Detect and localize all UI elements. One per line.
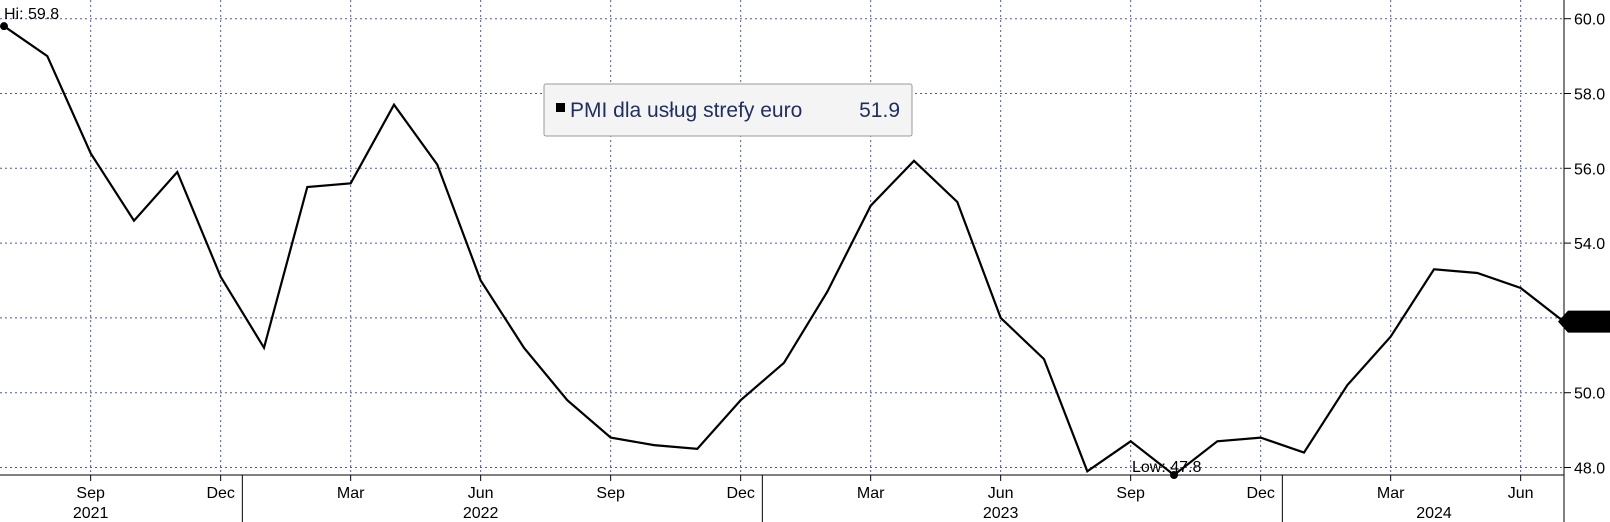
high-annotation: Hi: 59.8	[4, 6, 59, 23]
legend: PMI dla usług strefy euro 51.9	[543, 83, 913, 137]
x-year-label: 2021	[73, 505, 109, 522]
x-tick-label: Jun	[988, 485, 1014, 502]
x-tick-label: Sep	[76, 485, 105, 502]
high-point-marker	[0, 22, 8, 31]
x-year-label: 2023	[983, 505, 1019, 522]
x-tick-label: Sep	[1116, 485, 1145, 502]
x-tick-label: Mar	[857, 485, 885, 502]
x-tick-label: Mar	[1377, 485, 1405, 502]
gridlines	[0, 0, 1564, 475]
legend-series-name: PMI dla usług strefy euro	[570, 99, 802, 122]
y-tick-label: 48.0	[1574, 461, 1605, 478]
y-tick-label: 56.0	[1574, 161, 1605, 178]
x-tick-label: Mar	[337, 485, 365, 502]
data-series	[3, 25, 1565, 477]
y-tick-label: 54.0	[1574, 236, 1605, 253]
x-tick-label: Sep	[596, 485, 625, 502]
y-tick-label: 50.0	[1574, 386, 1605, 403]
legend-box	[543, 83, 913, 137]
x-tick-label: Dec	[1246, 485, 1274, 502]
x-tick-label: Jun	[1508, 485, 1534, 502]
last-value-tag	[1558, 310, 1610, 333]
legend-last-value: 51.9	[859, 99, 900, 122]
x-year-label: 2024	[1416, 505, 1452, 522]
x-tick-label: Dec	[206, 485, 234, 502]
annotations: 51.9 Hi: 59.8 Low: 47.8	[0, 6, 1610, 479]
x-tick-label: Dec	[726, 485, 754, 502]
legend-marker	[556, 103, 565, 112]
x-year-label: 2022	[463, 505, 499, 522]
y-tick-label: 58.0	[1574, 87, 1605, 104]
x-tick-label: Jun	[468, 485, 494, 502]
y-tick-label: 60.0	[1574, 12, 1605, 29]
low-point-marker	[1170, 471, 1178, 479]
last-value-label: 51.9	[1574, 315, 1605, 332]
low-annotation: Low: 47.8	[1132, 459, 1201, 476]
series-line-pmi	[3, 25, 1565, 477]
